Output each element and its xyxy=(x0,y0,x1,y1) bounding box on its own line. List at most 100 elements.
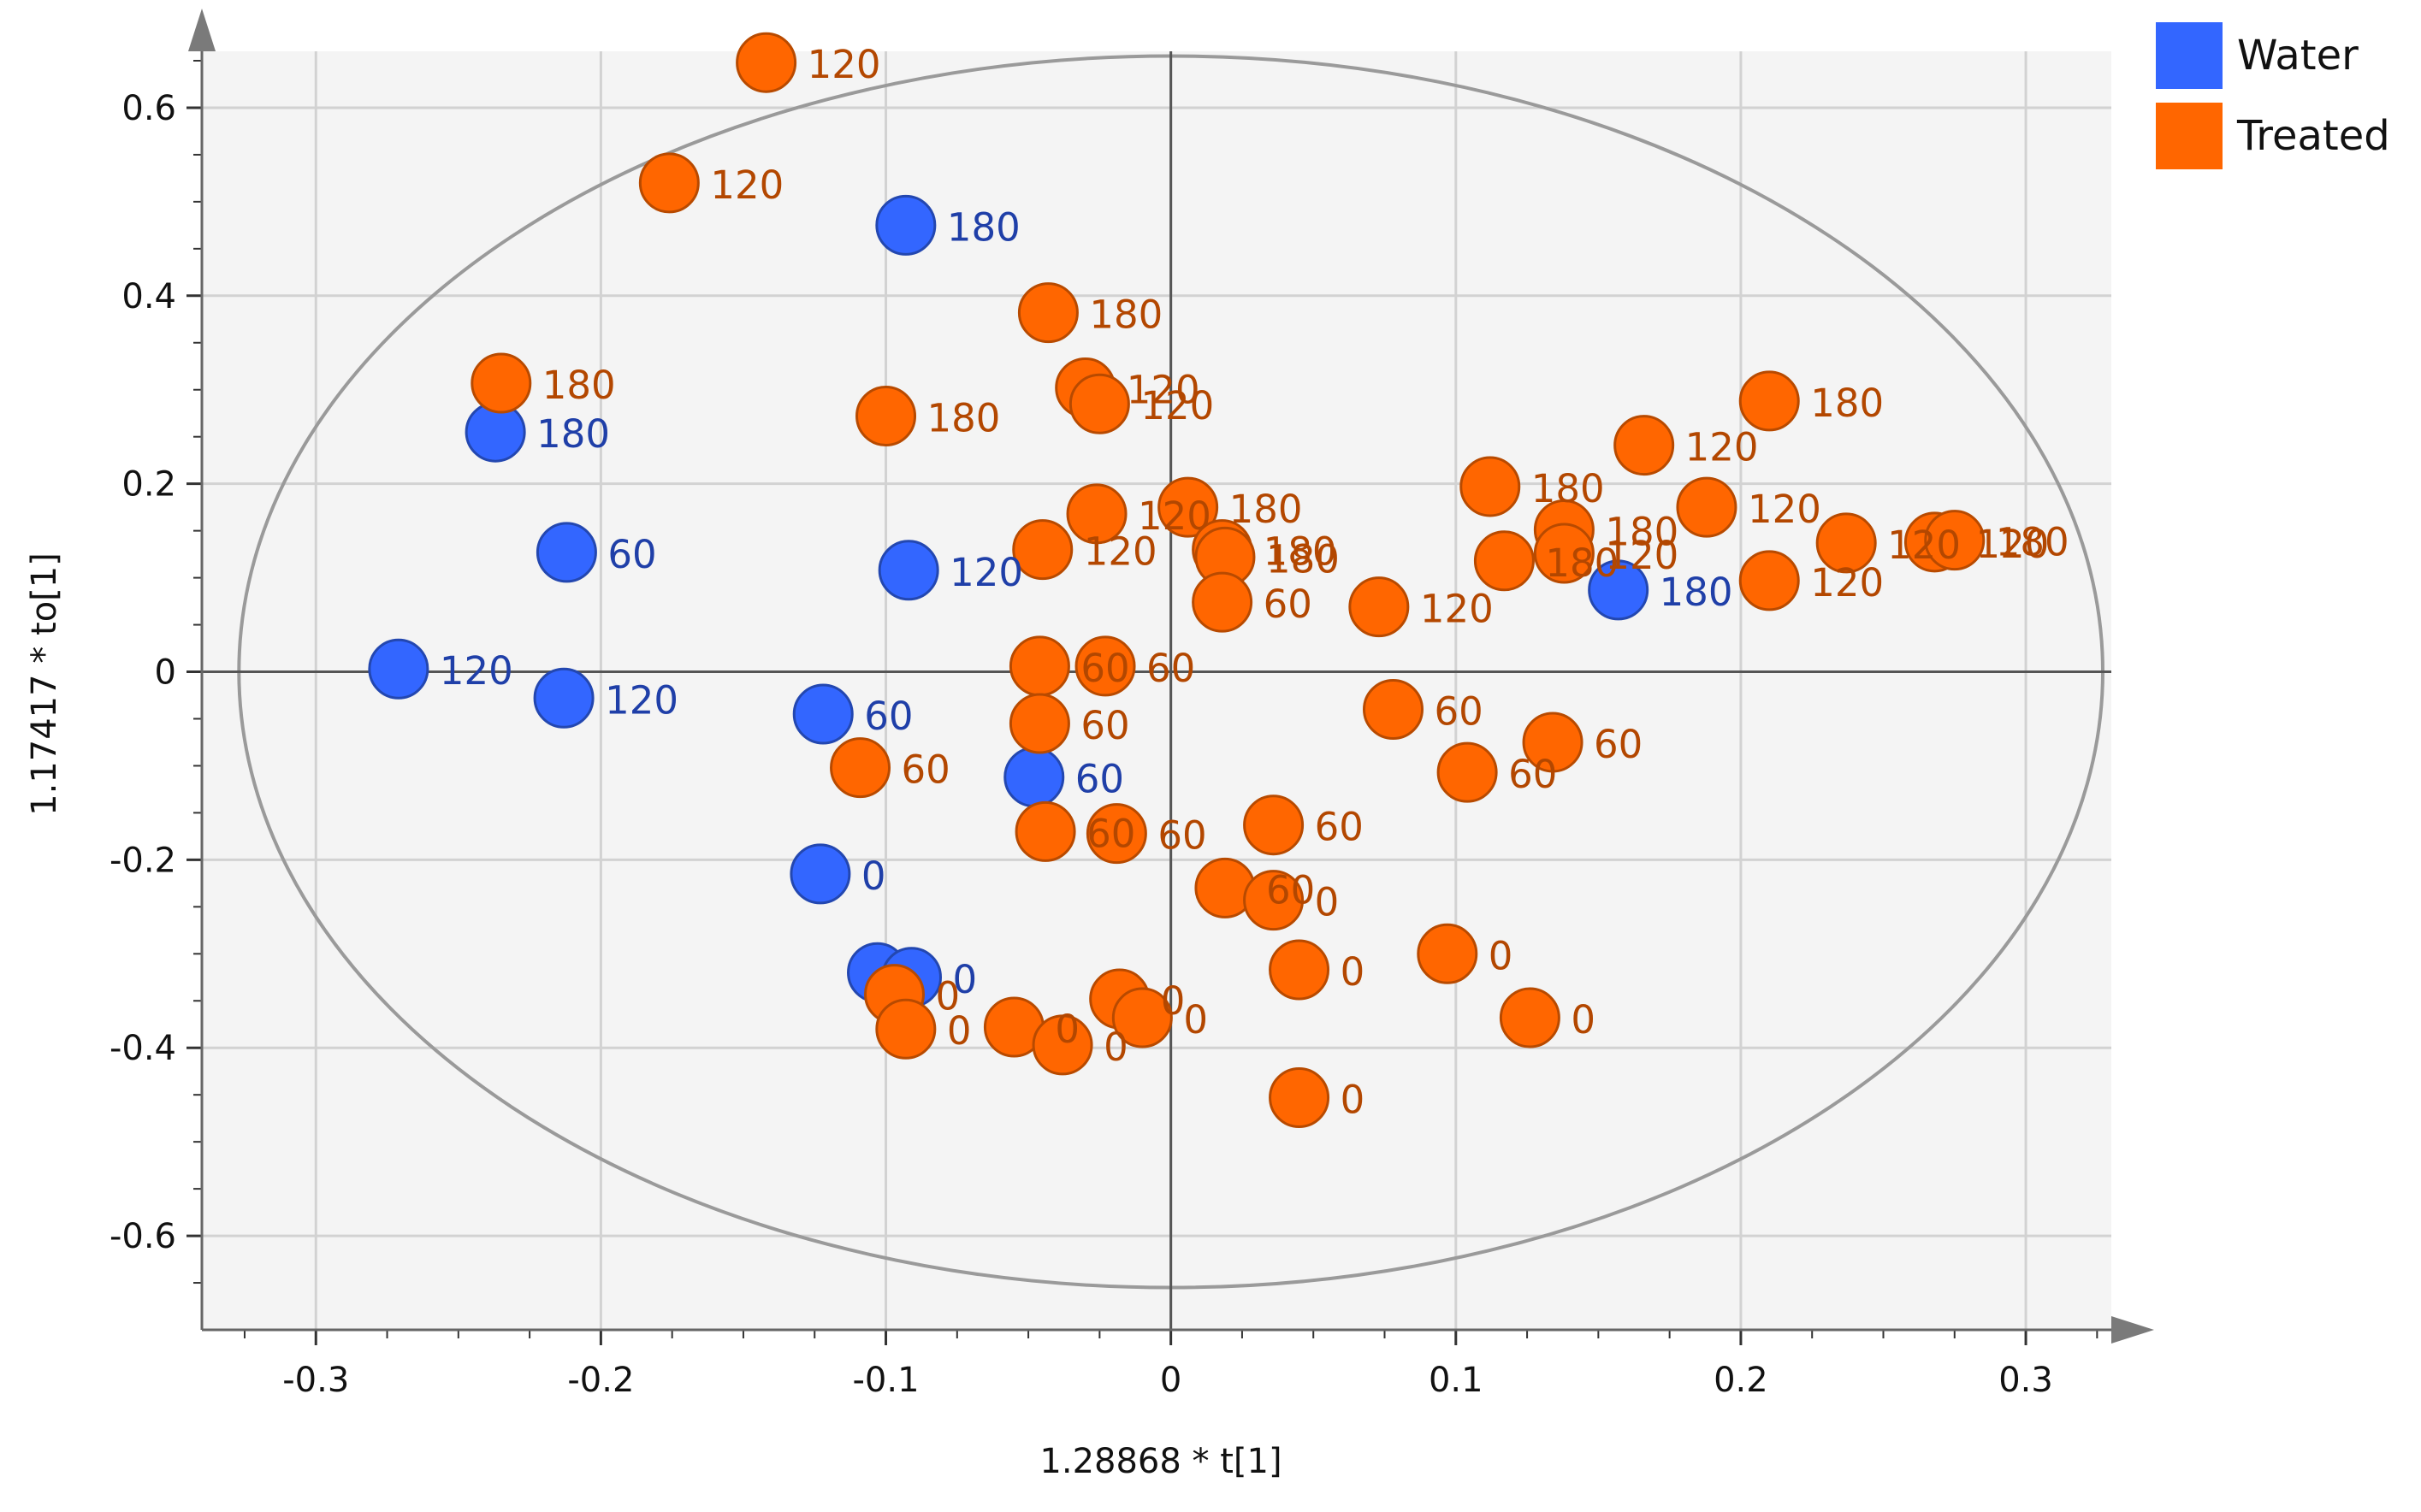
x-tick-label: -0.2 xyxy=(567,1361,634,1400)
x-axis-title: 1.28868 * t[1] xyxy=(1039,1442,1282,1481)
water-point xyxy=(875,194,937,256)
treated-point xyxy=(830,737,891,799)
point-label: 0 xyxy=(947,1008,972,1054)
treated-point xyxy=(1473,530,1535,592)
point-label: 60 xyxy=(902,747,950,793)
point-label: 120 xyxy=(1887,523,1961,568)
x-tick-label: 0.2 xyxy=(1714,1361,1768,1400)
legend-swatch-water xyxy=(2156,22,2223,89)
treated-point xyxy=(1074,635,1136,697)
point-label: 180 xyxy=(1531,466,1605,511)
data-points xyxy=(368,32,1986,1128)
point-label: 180 xyxy=(1545,540,1619,586)
y-tick-label: -0.4 xyxy=(110,1029,176,1068)
y-axis-arrow xyxy=(188,9,216,51)
point-label: 180 xyxy=(927,396,1001,441)
y-tick-label: 0 xyxy=(155,653,176,693)
point-label: 0 xyxy=(1055,1007,1080,1052)
point-label: 120 xyxy=(605,677,678,723)
water-point xyxy=(533,667,595,729)
point-label: 120 xyxy=(710,162,784,208)
point-label: 60 xyxy=(864,694,913,739)
point-label: 120 xyxy=(1140,383,1214,428)
point-label: 180 xyxy=(1266,536,1340,582)
x-tick-label: 0.3 xyxy=(1998,1361,2053,1400)
point-label: 120 xyxy=(1084,529,1157,575)
treated-point xyxy=(1522,712,1583,773)
treated-point xyxy=(1348,576,1410,638)
point-label: 120 xyxy=(1685,425,1759,470)
treated-point xyxy=(471,352,532,414)
treated-point xyxy=(1924,510,1986,571)
x-tick-label: 0 xyxy=(1160,1361,1181,1400)
y-tick-label: -0.6 xyxy=(110,1217,176,1256)
point-label: 120 xyxy=(808,42,881,87)
point-label: 60 xyxy=(1080,703,1129,748)
water-point xyxy=(792,683,854,745)
treated-point xyxy=(1363,678,1424,740)
water-point xyxy=(368,638,429,700)
point-label: 60 xyxy=(1157,813,1206,859)
treated-point xyxy=(1192,571,1253,633)
treated-point xyxy=(1533,523,1595,584)
point-label: 120 xyxy=(1748,487,1821,532)
water-point xyxy=(1588,559,1649,621)
point-label: 0 xyxy=(936,974,961,1019)
point-label: 60 xyxy=(1080,646,1129,691)
point-label: 60 xyxy=(1435,688,1483,734)
treated-point xyxy=(1459,456,1521,517)
point-label: 180 xyxy=(1660,570,1733,615)
point-label: 60 xyxy=(607,532,656,577)
treated-point xyxy=(1009,693,1070,754)
point-label: 0 xyxy=(1315,880,1340,925)
treated-point xyxy=(1738,550,1800,611)
treated-point xyxy=(1009,635,1070,697)
point-label: 180 xyxy=(536,411,610,457)
y-tick-label: 0.2 xyxy=(121,465,176,505)
point-label: 0 xyxy=(953,957,978,1002)
point-label: 120 xyxy=(440,648,513,694)
treated-point xyxy=(1269,1066,1330,1128)
treated-point xyxy=(1111,987,1173,1048)
point-label: 120 xyxy=(1127,368,1200,413)
axes: -0.3 -0.2 -0.1 0 0.1 0.2 0.3 -0.6 -0.4 -0.2 0 0.2 0.… xyxy=(110,9,2154,1400)
point-label: 120 xyxy=(1605,533,1678,578)
treated-point xyxy=(1243,870,1305,931)
treated-point xyxy=(1066,483,1128,545)
treated-point xyxy=(638,152,700,214)
treated-point xyxy=(1815,512,1877,574)
plot-background xyxy=(202,51,2111,1330)
point-label: 60 xyxy=(1264,582,1312,627)
point-label: 120 xyxy=(950,550,1023,595)
point-label: 180 xyxy=(1089,292,1163,338)
x-tick-label: -0.3 xyxy=(282,1361,349,1400)
x-tick-label: -0.1 xyxy=(852,1361,919,1400)
point-label: 0 xyxy=(861,853,886,899)
treated-point xyxy=(1017,282,1079,344)
point-label: 180 xyxy=(1264,529,1337,575)
treated-point xyxy=(1499,987,1560,1048)
y-axis-title: 1.17417 * to[1] xyxy=(25,552,64,816)
point-label: 180 xyxy=(542,363,616,408)
legend-swatch-treated xyxy=(2156,103,2223,169)
point-label: 120 xyxy=(1975,522,2049,567)
legend: Water Treated xyxy=(2156,22,2390,169)
treated-point xyxy=(1436,741,1498,803)
water-point xyxy=(536,522,597,583)
point-label: 0 xyxy=(1341,949,1365,995)
treated-point xyxy=(1417,923,1478,984)
x-axis-arrow xyxy=(2111,1316,2154,1344)
point-label: 0 xyxy=(1489,933,1513,978)
point-label: 0 xyxy=(1571,997,1595,1042)
point-label: 60 xyxy=(1315,805,1364,850)
legend-label-water: Water xyxy=(2237,32,2359,80)
point-label: 60 xyxy=(1508,752,1557,797)
point-label: 0 xyxy=(1341,1077,1365,1122)
treated-point xyxy=(855,386,917,447)
water-point xyxy=(1003,747,1065,808)
treated-point xyxy=(1012,519,1074,581)
point-label: 60 xyxy=(1146,646,1195,691)
point-label: 120 xyxy=(1138,493,1211,539)
